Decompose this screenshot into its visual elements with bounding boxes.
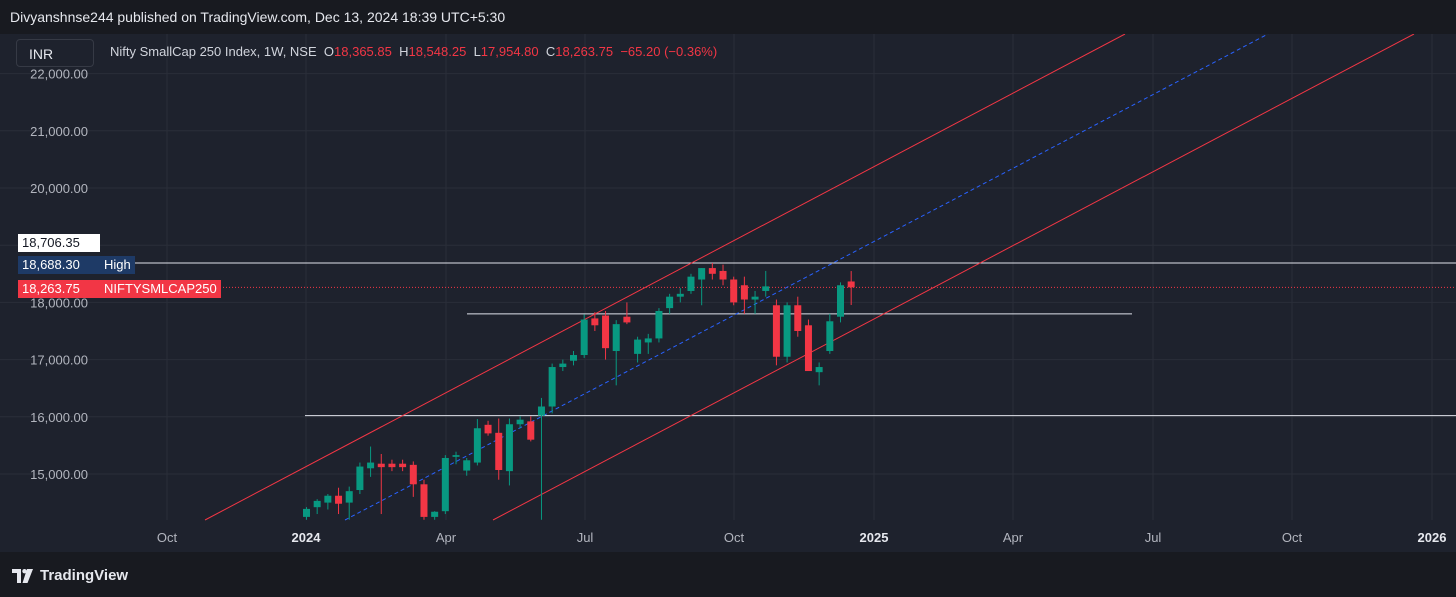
candle-body: [591, 318, 599, 326]
symbol-name: Nifty SmallCap 250 Index, 1W, NSE: [110, 44, 317, 59]
candle-body: [751, 296, 759, 300]
high-label-tag: High: [100, 256, 135, 274]
candle-body: [356, 466, 364, 491]
symbol-price-tag: NIFTYSMLCAP250: [100, 280, 221, 298]
candle-body: [313, 500, 321, 508]
candle-body: [441, 457, 449, 512]
x-tick-label: Oct: [724, 530, 745, 545]
candle-body: [804, 325, 812, 372]
crosshair-price-tag: 18,706.35: [18, 234, 100, 252]
footer: TradingView: [0, 552, 1456, 597]
candle-body: [473, 428, 481, 463]
tradingview-brand: TradingView: [40, 567, 129, 584]
candle-body: [452, 455, 460, 457]
high-label: H: [399, 44, 409, 59]
candle-body: [644, 338, 652, 343]
candle-body: [377, 463, 385, 468]
candle-body: [399, 463, 407, 468]
low-value: 17,954.80: [480, 44, 539, 59]
publish-info: Divyanshnse244 published on TradingView.…: [10, 9, 506, 25]
x-tick-label: Apr: [436, 530, 457, 545]
high-price-tag: 18,688.30: [18, 256, 100, 274]
y-tick-label: 22,000.00: [30, 67, 88, 82]
candle-body: [676, 293, 684, 297]
candle-body: [335, 495, 343, 504]
y-tick-label: 17,000.00: [30, 353, 88, 368]
candle-body: [666, 296, 674, 309]
candle-body: [730, 279, 738, 303]
x-tick-label: Oct: [157, 530, 178, 545]
low-label: L: [473, 44, 481, 59]
x-tick-label: 2025: [860, 530, 889, 545]
candle-body: [559, 363, 567, 368]
tradingview-logo[interactable]: TradingView: [12, 567, 128, 584]
y-tick-label: 20,000.00: [30, 181, 88, 196]
candle-body: [367, 462, 375, 469]
candle-body: [847, 281, 855, 288]
candle-body: [772, 305, 780, 357]
x-tick-label: Jul: [1145, 530, 1162, 545]
channel-lower-line: [492, 34, 1415, 521]
candle-body: [431, 511, 439, 517]
chart-area[interactable]: 15,000.0016,000.0017,000.0018,000.0019,0…: [0, 34, 1456, 552]
open-label: O: [323, 44, 335, 59]
candle-body: [698, 268, 706, 280]
candle-body: [837, 285, 844, 317]
candle-body: [826, 321, 834, 352]
x-tick-label: 2026: [1418, 530, 1447, 545]
candle-body: [303, 508, 310, 517]
candle-body: [762, 286, 770, 291]
publish-header: Divyanshnse244 published on TradingView.…: [0, 0, 1456, 34]
candle-body: [794, 305, 802, 331]
candle-body: [345, 491, 353, 503]
candle-body: [505, 424, 513, 472]
candle-body: [815, 367, 823, 373]
tradingview-icon: [12, 568, 33, 583]
candle-body: [580, 319, 588, 356]
candle-body: [602, 315, 610, 349]
candle-body: [740, 285, 748, 300]
candle-body: [634, 339, 642, 354]
candle-body: [420, 484, 428, 517]
candle-body: [783, 305, 791, 357]
open-value: 18,365.85: [334, 44, 392, 59]
channel-mid-line: [344, 34, 1269, 521]
candle-body: [516, 419, 524, 425]
candle-body: [570, 355, 577, 361]
y-tick-label: 18,000.00: [30, 295, 88, 310]
candle-body: [409, 464, 417, 485]
close-value: 18,263.75: [555, 44, 614, 59]
y-tick-label: 15,000.00: [30, 467, 88, 482]
x-tick-label: Apr: [1003, 530, 1024, 545]
x-tick-label: 2024: [292, 530, 322, 545]
candle-body: [324, 495, 332, 503]
candle-body: [548, 367, 556, 407]
candle-body: [708, 268, 716, 274]
candle-body: [537, 406, 545, 416]
candle-body: [484, 424, 492, 434]
currency-label: INR: [29, 46, 54, 62]
candle-body: [719, 270, 727, 280]
channel-upper-line: [204, 34, 1126, 521]
symbol-legend: Nifty SmallCap 250 Index, 1W, NSE O18,36…: [110, 44, 717, 59]
last-price-tag: 18,263.75: [18, 280, 100, 298]
x-tick-label: Oct: [1282, 530, 1303, 545]
candle-body: [687, 276, 695, 291]
currency-button[interactable]: INR: [16, 39, 94, 67]
change-value: −65.20 (−0.36%): [620, 44, 718, 59]
candle-body: [623, 316, 631, 323]
candle-body: [495, 432, 503, 470]
high-value: 18,548.25: [408, 44, 467, 59]
close-label: C: [545, 44, 556, 59]
candle-body: [527, 421, 535, 440]
candle-body: [612, 324, 620, 352]
x-tick-label: Jul: [577, 530, 594, 545]
candle-body: [463, 460, 471, 471]
candle-body: [655, 310, 663, 339]
y-tick-label: 16,000.00: [30, 410, 88, 425]
y-tick-label: 21,000.00: [30, 124, 88, 139]
candle-body: [388, 463, 396, 468]
